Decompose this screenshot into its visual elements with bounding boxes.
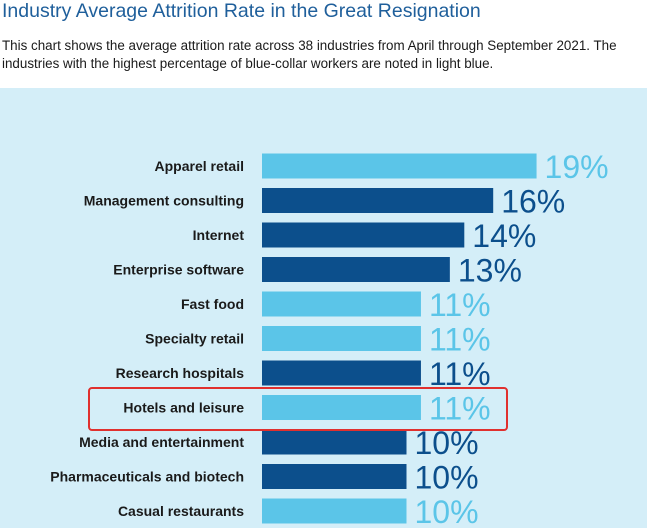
category-label-2: Internet (193, 227, 245, 243)
highlight-box (88, 387, 508, 431)
bar-7 (262, 395, 421, 420)
category-label-1: Management consulting (84, 193, 244, 209)
value-label-1: 16% (501, 184, 565, 220)
bar-2 (262, 222, 465, 248)
category-label-10: Casual restaurants (118, 503, 244, 519)
plot-area: Apparel retail 19% Management consulting 16… (0, 88, 647, 528)
category-label-7: Hotels and leisure (123, 400, 244, 416)
category-label-6: Research hospitals (116, 365, 245, 381)
value-label-6: 11% (429, 356, 491, 392)
chart-title: Industry Average Attrition Rate in the G… (2, 0, 481, 22)
value-label-9: 10% (415, 460, 479, 496)
category-label-4: Fast food (181, 296, 244, 312)
value-label-2: 14% (472, 218, 536, 254)
category-label-3: Enterprise software (113, 262, 244, 278)
value-label-7: 11% (429, 391, 491, 427)
bar-0 (262, 153, 537, 179)
chart-subtitle: This chart shows the average attrition r… (2, 38, 617, 71)
bar-8 (262, 429, 407, 455)
category-label-9: Pharmaceuticals and biotech (50, 469, 244, 485)
bar-4 (262, 291, 421, 317)
bar-1 (262, 188, 494, 213)
category-label-5: Specialty retail (145, 331, 244, 347)
value-label-5: 11% (429, 322, 491, 358)
bar-5 (262, 326, 421, 351)
category-label-0: Apparel retail (155, 158, 244, 174)
value-label-0: 19% (545, 149, 609, 185)
category-label-8: Media and entertainment (79, 434, 244, 450)
bar-10 (262, 498, 407, 524)
bar-chart: Apparel retail 19% Management consulting 16… (50, 149, 609, 528)
value-label-10: 10% (415, 494, 479, 528)
value-label-4: 11% (429, 287, 491, 323)
bar-9 (262, 464, 407, 489)
bar-6 (262, 360, 421, 386)
value-label-3: 13% (458, 253, 522, 289)
bar-3 (262, 257, 450, 282)
value-label-8: 10% (415, 425, 479, 461)
